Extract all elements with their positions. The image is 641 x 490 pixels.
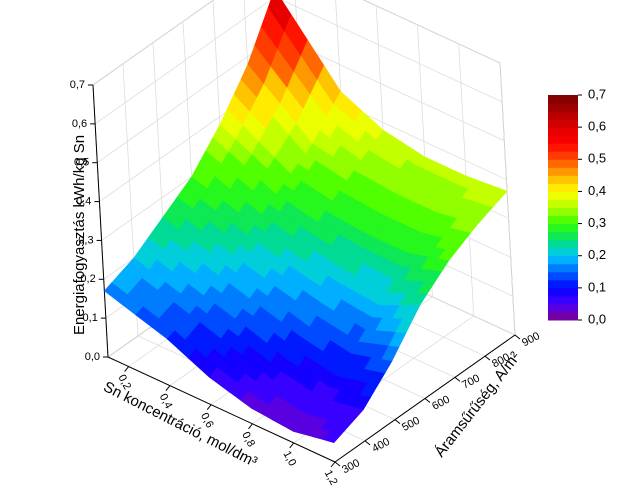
z-tick-label: 0,5 <box>74 157 89 169</box>
colorbar-band <box>548 247 578 257</box>
colorbar-band <box>548 111 578 120</box>
x-tick <box>206 404 212 411</box>
colorbar-band <box>548 199 578 208</box>
x-tick <box>289 442 295 449</box>
colorbar-band <box>548 231 578 241</box>
y-tick <box>334 461 341 467</box>
colorbar-tick-label: 0,2 <box>588 247 606 262</box>
colorbar-band <box>548 215 578 225</box>
colorbar-tick-label: 0,3 <box>588 215 606 230</box>
surface-patch <box>323 431 342 443</box>
colorbar-tick-label: 0,7 <box>588 86 606 101</box>
y-tick <box>454 376 461 382</box>
y-tick <box>514 334 521 340</box>
grid-line <box>362 0 501 64</box>
colorbar-band <box>548 279 578 289</box>
axis-line <box>92 84 109 358</box>
colorbar-tick-label: 0,0 <box>588 311 606 326</box>
grid-line <box>499 62 516 336</box>
x-tick <box>124 366 130 372</box>
colorbar-band <box>548 175 578 184</box>
y-tick-label: 400 <box>370 436 392 455</box>
colorbar-band <box>548 295 578 305</box>
colorbar-band <box>548 271 578 281</box>
z-tick-label: 0,7 <box>70 79 85 91</box>
colorbar-band <box>548 103 578 112</box>
grid-line <box>280 0 503 103</box>
y-tick-label: 300 <box>340 457 362 476</box>
y-tick <box>394 419 401 425</box>
z-axis-title: Energiafogyasztás kWh/kg Sn <box>71 135 88 335</box>
colorbar-band <box>548 311 578 321</box>
colorbar-band <box>548 127 578 136</box>
colorbar-band <box>548 95 578 104</box>
y-tick-label: 600 <box>430 394 452 413</box>
colorbar-tick-label: 0,1 <box>588 279 606 294</box>
colorbar-band <box>548 159 578 168</box>
axis-line <box>107 356 336 463</box>
colorbar-band <box>548 287 578 297</box>
x-tick <box>165 385 171 391</box>
colorbar-band <box>548 151 578 160</box>
colorbar-band <box>548 191 578 200</box>
colorbar-band <box>548 263 578 273</box>
x-tick-label: 1,2 <box>322 468 340 487</box>
x-tick <box>330 461 336 468</box>
colorbar-band <box>548 143 578 152</box>
colorbar-band <box>548 183 578 192</box>
colorbar-band <box>548 167 578 176</box>
colorbar-tick-label: 0,5 <box>588 151 606 166</box>
colorbar-band <box>548 135 578 144</box>
y-tick <box>424 398 431 403</box>
z-tick-label: 0,4 <box>76 195 91 207</box>
y-tick-label: 500 <box>400 415 422 434</box>
colorbar-band <box>548 303 578 313</box>
x-tick <box>248 423 253 430</box>
z-tick-label: 0,2 <box>80 273 95 285</box>
colorbar-tick-label: 0,6 <box>588 119 606 134</box>
z-tick-label: 0,3 <box>78 234 93 246</box>
colorbar-band <box>548 239 578 249</box>
y-tick <box>484 355 491 361</box>
axis-line <box>334 334 516 463</box>
z-tick-label: 0,0 <box>85 351 100 363</box>
y-tick-label: 900 <box>520 330 542 349</box>
z-tick-label: 0,6 <box>72 118 87 130</box>
colorbar-band <box>548 207 578 217</box>
colorbar-band <box>548 255 578 265</box>
colorbar-band <box>548 223 578 233</box>
x-tick-label: 1,0 <box>281 449 299 468</box>
z-tick-label: 0,1 <box>83 312 98 324</box>
colorbar-band <box>548 119 578 128</box>
colorbar-tick-label: 0,4 <box>588 183 606 198</box>
y-tick <box>364 440 371 446</box>
